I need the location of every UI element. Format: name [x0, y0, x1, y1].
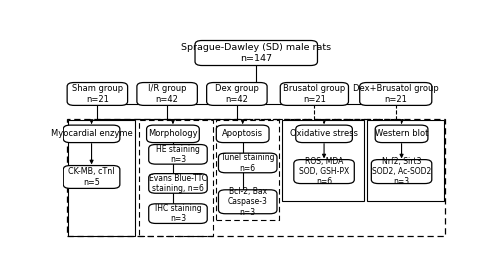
- Text: I/R group
n=42: I/R group n=42: [148, 84, 186, 104]
- Bar: [139, 120, 213, 235]
- Text: Brusatol group
n=21: Brusatol group n=21: [283, 84, 346, 104]
- FancyBboxPatch shape: [148, 204, 207, 223]
- Text: Evans Blue-TTC
staining, n=6: Evans Blue-TTC staining, n=6: [149, 174, 207, 193]
- Text: Oxidative stress: Oxidative stress: [290, 129, 358, 138]
- Text: Sprague-Dawley (SD) male rats
n=147: Sprague-Dawley (SD) male rats n=147: [181, 43, 332, 63]
- Text: Morphology: Morphology: [148, 129, 198, 138]
- Text: ROS, MDA
SOD, GSH-PX
n=6: ROS, MDA SOD, GSH-PX n=6: [299, 157, 349, 186]
- FancyBboxPatch shape: [294, 160, 354, 184]
- Text: Dex group
n=42: Dex group n=42: [215, 84, 259, 104]
- FancyBboxPatch shape: [148, 174, 207, 193]
- FancyBboxPatch shape: [280, 83, 348, 105]
- FancyBboxPatch shape: [67, 83, 128, 105]
- Text: IHC staining
n=3: IHC staining n=3: [154, 204, 202, 223]
- Text: Dex+Brusatol group
n=21: Dex+Brusatol group n=21: [353, 84, 438, 104]
- Text: Nrf2, Sirt3
SOD2, Ac-SOD2
n=3: Nrf2, Sirt3 SOD2, Ac-SOD2 n=3: [372, 157, 431, 186]
- FancyBboxPatch shape: [296, 125, 352, 143]
- FancyBboxPatch shape: [216, 125, 269, 143]
- FancyBboxPatch shape: [148, 144, 207, 164]
- Text: Apoptosis: Apoptosis: [222, 129, 263, 138]
- Text: Sham group
n=21: Sham group n=21: [72, 84, 123, 104]
- FancyBboxPatch shape: [218, 153, 277, 173]
- Text: CK-MB, cTnI
n=5: CK-MB, cTnI n=5: [68, 167, 115, 187]
- Bar: [67, 119, 446, 236]
- FancyBboxPatch shape: [64, 125, 120, 143]
- FancyBboxPatch shape: [146, 125, 200, 143]
- Bar: [216, 120, 278, 220]
- FancyBboxPatch shape: [372, 160, 432, 184]
- Bar: [367, 120, 444, 201]
- FancyBboxPatch shape: [64, 165, 120, 188]
- FancyBboxPatch shape: [195, 41, 318, 66]
- FancyBboxPatch shape: [206, 83, 267, 105]
- FancyBboxPatch shape: [218, 190, 277, 214]
- FancyBboxPatch shape: [375, 125, 428, 143]
- Bar: [68, 120, 136, 235]
- Text: HE staining
n=3: HE staining n=3: [156, 145, 200, 164]
- Text: Tunel staining
n=6: Tunel staining n=6: [221, 153, 274, 173]
- Text: Bcl-2, Bax
Caspase-3
n=3: Bcl-2, Bax Caspase-3 n=3: [228, 187, 268, 217]
- Bar: [282, 120, 364, 201]
- Text: Western blot: Western blot: [375, 129, 428, 138]
- FancyBboxPatch shape: [360, 83, 432, 105]
- FancyBboxPatch shape: [137, 83, 198, 105]
- Text: Myocardial enzyme: Myocardial enzyme: [50, 129, 132, 138]
